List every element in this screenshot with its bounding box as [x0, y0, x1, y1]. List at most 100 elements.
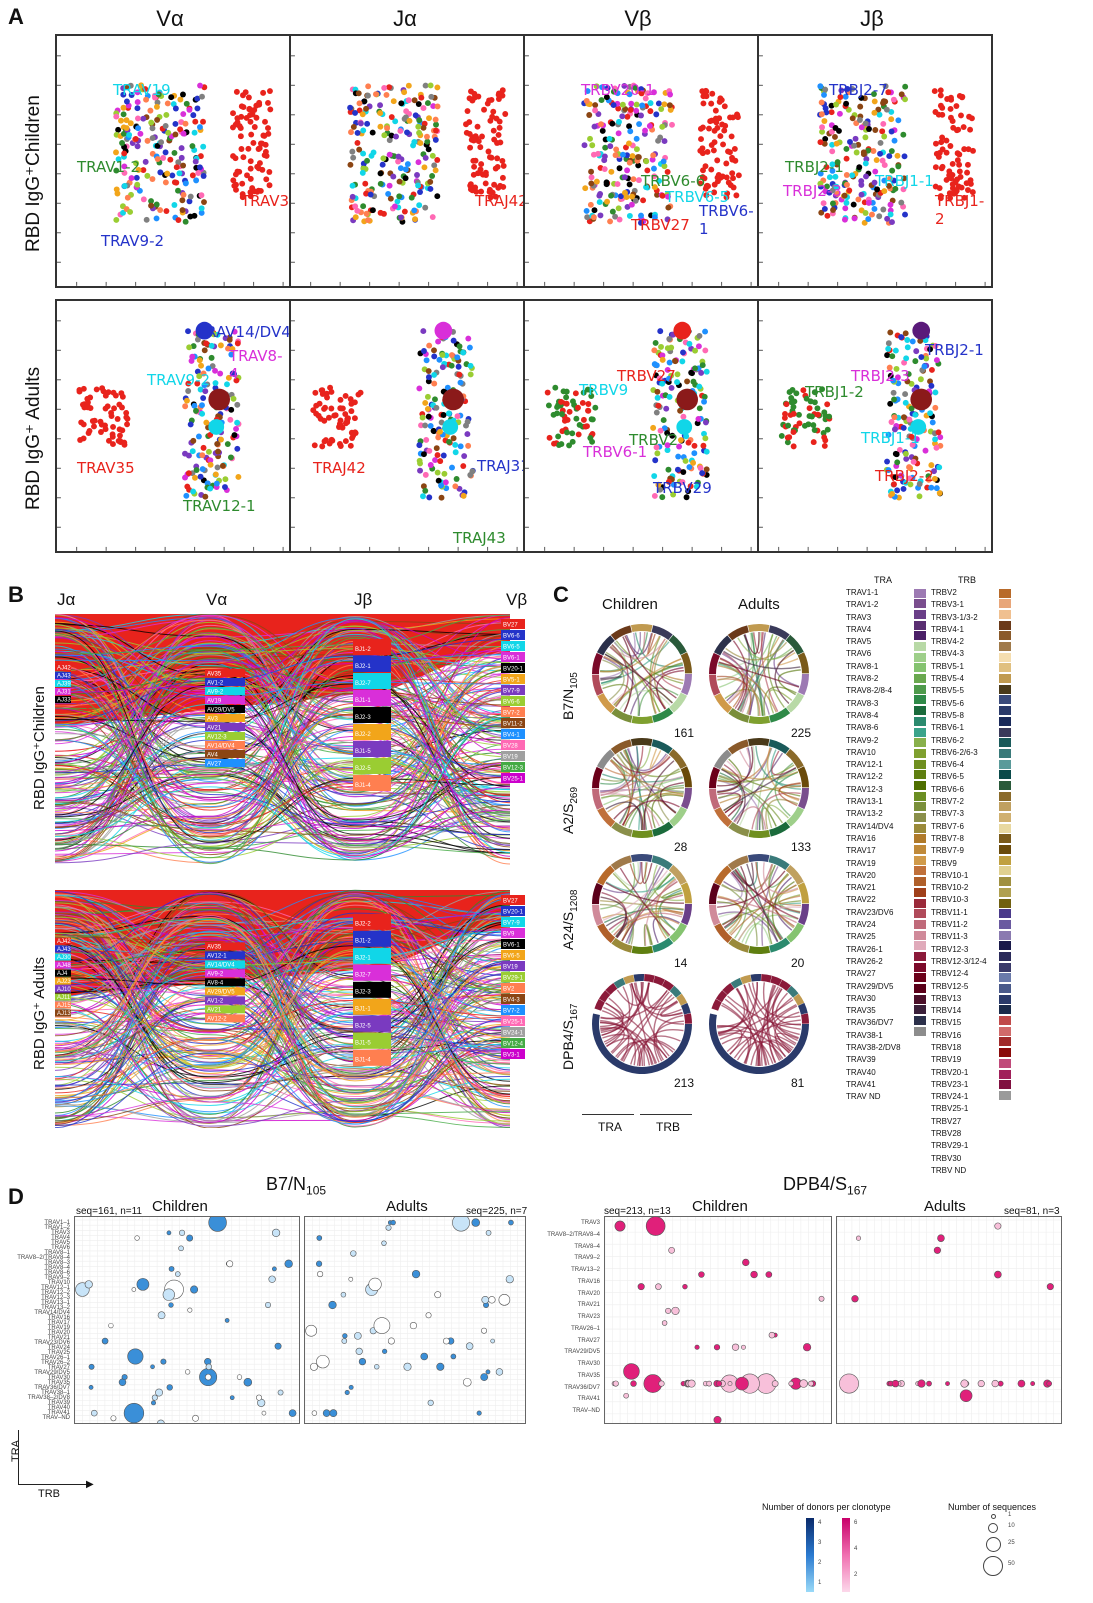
chord-link: [600, 1021, 651, 1066]
chord-link: [718, 634, 774, 688]
sankey-node-label: BV25-1: [503, 1020, 524, 1026]
sankey-node: [55, 1009, 71, 1017]
legend-swatch: [999, 877, 1011, 887]
legend-swatch: [999, 738, 1011, 748]
bubble: [91, 1409, 98, 1417]
chord-link: [774, 649, 795, 705]
bubble: [277, 1389, 284, 1396]
chord-arc: [592, 788, 604, 810]
legend-swatch: [999, 1016, 1011, 1026]
bubble: [348, 1276, 354, 1282]
bubble: [373, 1317, 391, 1334]
sankey-flow: [55, 628, 511, 857]
legend-entry: TRBV18: [931, 1042, 962, 1052]
sankey-node: [205, 741, 245, 749]
sankey-node-label: BJ1-2: [355, 647, 371, 653]
chord-arc: [651, 739, 673, 755]
panel-a-letter: A: [8, 4, 24, 29]
bubble: [150, 1364, 155, 1370]
chord-link: [602, 659, 625, 701]
chord-arc: [683, 1013, 692, 1024]
sankey-flow: [55, 642, 511, 864]
sankey-node-label: AV8-4: [207, 981, 224, 987]
gene-label: TRAV35: [77, 459, 135, 477]
gene-label: TRBV20-1: [581, 81, 655, 99]
sankey-node: [501, 928, 525, 938]
legend-entry: TRBV7-8: [931, 833, 964, 843]
chord-diagram: [592, 624, 692, 724]
bubble: [505, 1275, 514, 1284]
bubble: [452, 1213, 470, 1232]
legend-swatch: [999, 770, 1011, 780]
legend-swatch: [914, 770, 926, 780]
bubble: [698, 1271, 705, 1278]
sankey-node: [205, 732, 245, 740]
legend-entry: TRBV20-1: [931, 1067, 969, 1077]
legend-entry: TRBV28: [931, 1129, 962, 1139]
legend-tick: 4: [818, 1520, 822, 1526]
bubble: [434, 1291, 442, 1299]
legend-swatch: [999, 1005, 1011, 1015]
sankey-node: [55, 1001, 71, 1009]
sankey-flow: [55, 935, 511, 1069]
sankey-flow: [55, 1009, 511, 1110]
bubble-row-label: TRAV29/DV5: [564, 1349, 600, 1356]
sankey-node-label: AJ10: [57, 987, 71, 993]
bubble: [382, 1348, 388, 1354]
chord-link: [765, 798, 799, 830]
sankey-node-label: BJ1-5: [355, 749, 371, 755]
chord-arc: [769, 937, 791, 953]
sankey-node-label: BV6-6: [503, 700, 520, 706]
sankey-node: [205, 696, 245, 704]
chord-link: [721, 1036, 774, 1064]
umap-scatter: [291, 320, 518, 551]
bubble-row-label: TRAV1–2: [44, 1225, 70, 1231]
legend-swatch: [914, 599, 926, 609]
chord-arc: [714, 693, 733, 714]
bubble-row-label: TRAV41: [47, 1410, 70, 1416]
legend-swatch: [999, 973, 1011, 983]
bubble-row-label: TRAV5: [51, 1240, 70, 1246]
chord-link: [717, 870, 786, 908]
chord-link: [739, 746, 756, 826]
chord-arc: [713, 749, 732, 770]
legend-entry: TRBV10-3: [931, 895, 969, 905]
chord-arc: [680, 766, 692, 788]
sankey-node-label: AV12-1: [207, 954, 227, 960]
legend-entry: TRBV5-1: [931, 661, 964, 671]
sankey-flow: [55, 763, 511, 836]
legend-swatch: [999, 706, 1011, 716]
chord-arc: [709, 904, 721, 926]
sankey-node: [501, 961, 525, 971]
chord-link: [719, 998, 794, 1040]
legend-swatch: [999, 780, 1011, 790]
sankey-node: [205, 1005, 245, 1014]
sankey-flow: [55, 765, 511, 825]
chord-link: [643, 760, 675, 830]
chord-arc: [713, 865, 732, 886]
chord-link: [744, 914, 799, 945]
sankey-node: [353, 758, 391, 774]
bubble: [485, 1230, 492, 1236]
chord-arc: [680, 652, 692, 674]
legend-swatch: [999, 802, 1011, 812]
legend-swatch: [914, 759, 926, 769]
legend-entry: TRBV7-9: [931, 846, 964, 856]
legend-donors-title: Number of donors per clonotype: [762, 1502, 891, 1512]
gene-label: TRBJ2-1: [925, 341, 984, 359]
sankey-node: [501, 718, 525, 728]
bubble-row-label: TRAV14/DV4: [34, 1310, 70, 1316]
chord-arc: [714, 923, 733, 944]
chord-arc: [713, 635, 732, 656]
sankey-flow: [55, 692, 511, 853]
legend-entry: TRAV20: [846, 870, 876, 880]
chord-link: [660, 1001, 683, 1018]
sankey-node: [501, 917, 525, 927]
chord-arc: [605, 983, 618, 995]
sankey-node: [205, 996, 245, 1005]
legend-swatch: [914, 994, 926, 1004]
legend-entry: TRAV24: [846, 920, 876, 930]
bubble-row-label: TRAV23: [577, 1314, 600, 1321]
chord-link: [600, 896, 627, 938]
sankey-node-label: BJ2-7: [355, 973, 371, 979]
